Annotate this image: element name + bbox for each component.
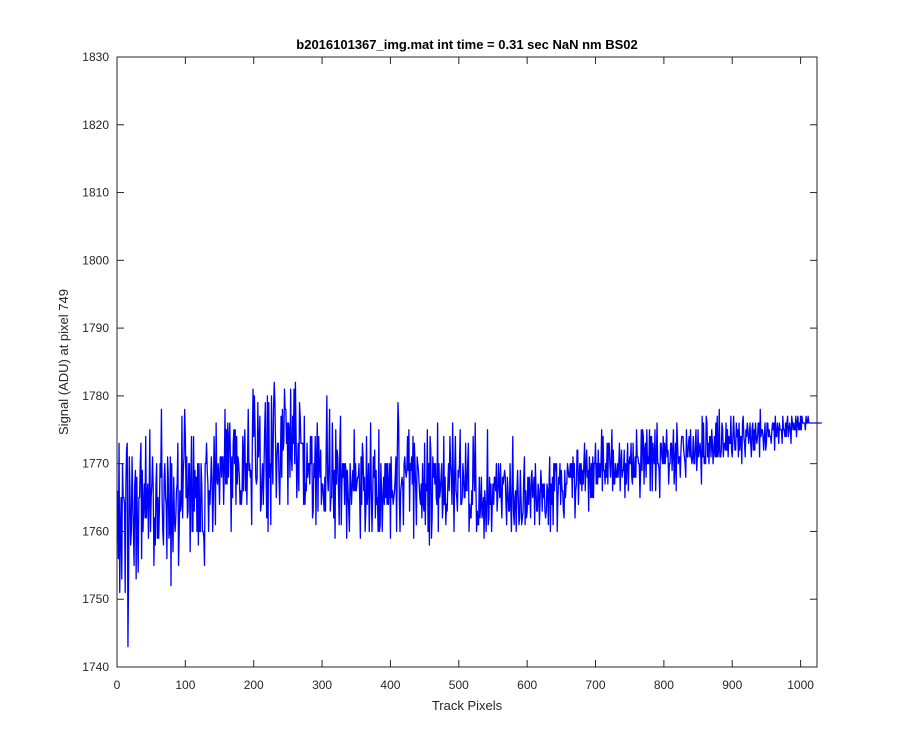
y-axis-label: Signal (ADU) at pixel 749 bbox=[56, 289, 71, 435]
x-tick-label: 500 bbox=[449, 678, 469, 692]
y-tick-label: 1790 bbox=[82, 321, 109, 335]
y-tick-labels: 1740 1750 1760 1770 1780 1790 1800 1810 1820 1830 bbox=[82, 50, 109, 674]
x-tick-label: 800 bbox=[654, 678, 674, 692]
plot-area bbox=[117, 57, 817, 667]
y-tick-label: 1810 bbox=[82, 186, 109, 200]
y-tick-label: 1820 bbox=[82, 118, 109, 132]
axis-ticks bbox=[116, 56, 817, 668]
chart-title: b2016101367_img.mat int time = 0.31 sec … bbox=[296, 37, 637, 52]
x-tick-label: 900 bbox=[722, 678, 742, 692]
y-tick-label: 1760 bbox=[82, 524, 109, 538]
signal-series-line bbox=[117, 381, 822, 648]
plot-frame bbox=[116, 56, 818, 668]
y-tick-label: 1800 bbox=[82, 253, 109, 267]
y-tick-label: 1750 bbox=[82, 592, 109, 606]
series-layer bbox=[117, 381, 822, 648]
x-tick-label: 700 bbox=[586, 678, 606, 692]
y-tick-label: 1830 bbox=[82, 50, 109, 64]
x-tick-label: 200 bbox=[244, 678, 264, 692]
x-tick-label: 300 bbox=[312, 678, 332, 692]
y-tick-label: 1770 bbox=[82, 457, 109, 471]
x-axis-label: Track Pixels bbox=[432, 698, 503, 713]
y-tick-label: 1780 bbox=[82, 389, 109, 403]
x-tick-labels: 0 100 200 300 400 500 600 700 800 900 1000 bbox=[114, 678, 815, 692]
x-tick-label: 400 bbox=[380, 678, 400, 692]
x-tick-label: 1000 bbox=[787, 678, 814, 692]
y-tick-label: 1740 bbox=[82, 660, 109, 674]
x-tick-label: 0 bbox=[114, 678, 121, 692]
x-tick-label: 100 bbox=[175, 678, 195, 692]
x-tick-label: 600 bbox=[517, 678, 537, 692]
